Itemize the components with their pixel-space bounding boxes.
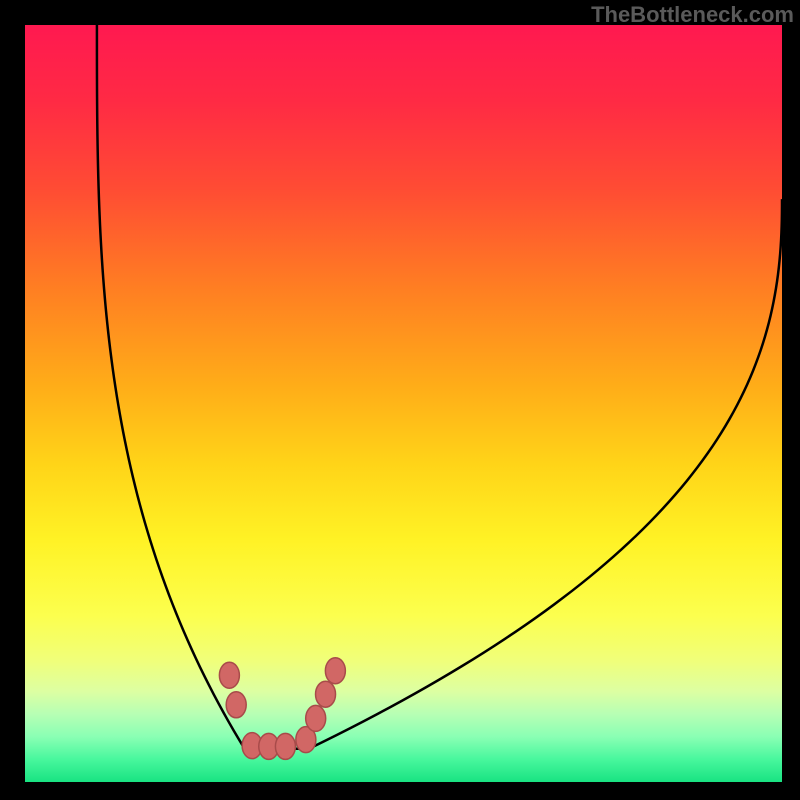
marker-point [275, 733, 295, 759]
watermark-text: TheBottleneck.com [591, 2, 794, 28]
marker-point [306, 705, 326, 731]
marker-point [316, 681, 336, 707]
markers-svg [25, 25, 782, 782]
marker-point [219, 662, 239, 688]
marker-point [325, 658, 345, 684]
chart-container: TheBottleneck.com [0, 0, 800, 800]
plot-area [25, 25, 782, 782]
marker-point [226, 692, 246, 718]
